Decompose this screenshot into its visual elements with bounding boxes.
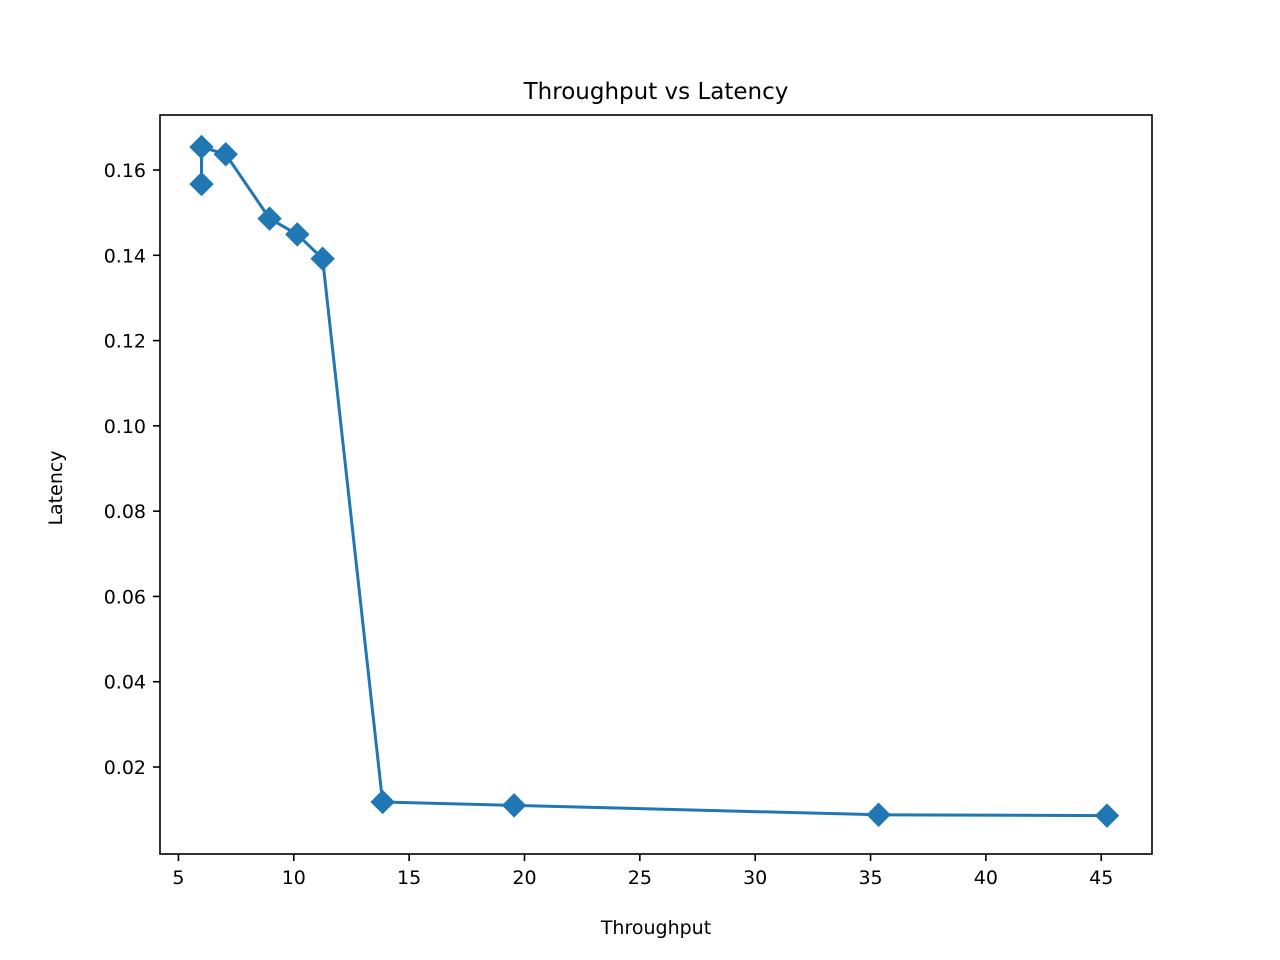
x-tick-label: 30 <box>743 867 767 889</box>
x-tick-label: 45 <box>1089 867 1113 889</box>
x-axis-label: Throughput <box>600 917 711 939</box>
series-line <box>200 145 1108 818</box>
y-axis: 0.02 0.04 0.06 0.08 0.10 0.12 0.14 0.16 <box>104 160 160 779</box>
x-tick-label: 5 <box>172 867 184 889</box>
y-axis-label: Latency <box>45 450 67 525</box>
y-tick-label: 0.10 <box>104 416 146 438</box>
x-tick-label: 10 <box>282 867 306 889</box>
x-tick-label: 35 <box>858 867 882 889</box>
y-tick-label: 0.12 <box>104 331 146 353</box>
plot-frame <box>159 114 1153 855</box>
data-point <box>866 802 891 827</box>
data-point <box>310 246 335 271</box>
y-tick-label: 0.02 <box>104 757 146 779</box>
y-tick-label: 0.04 <box>104 672 146 694</box>
data-point <box>189 134 214 160</box>
x-tick-label: 20 <box>512 867 536 889</box>
x-axis: 5 10 15 20 25 30 35 40 45 <box>172 854 1113 889</box>
data-point <box>370 789 395 815</box>
data-point <box>285 222 310 247</box>
x-tick-label: 40 <box>974 867 998 889</box>
data-point <box>213 142 238 167</box>
y-tick-label: 0.06 <box>104 586 146 608</box>
series-layer <box>189 134 1120 828</box>
y-tick-label: 0.14 <box>104 245 146 267</box>
y-tick-label: 0.16 <box>104 160 146 182</box>
data-point <box>501 793 527 818</box>
x-tick-label: 15 <box>397 867 421 889</box>
data-point <box>189 171 214 197</box>
x-tick-label: 25 <box>628 867 652 889</box>
data-point <box>1094 803 1120 828</box>
data-point <box>257 206 282 231</box>
y-tick-label: 0.08 <box>104 501 146 523</box>
chart-title: Throughput vs Latency <box>523 79 789 105</box>
